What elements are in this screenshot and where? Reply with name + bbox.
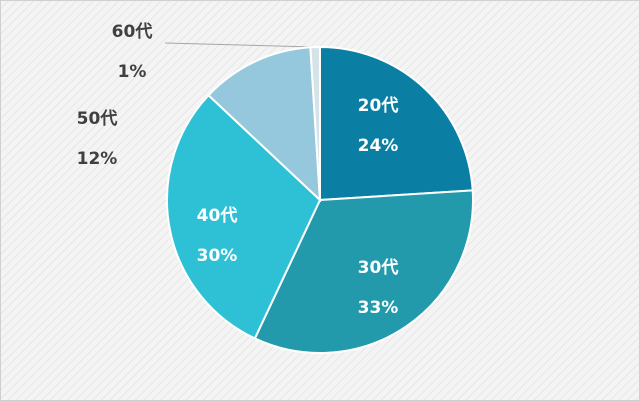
value-label: 24% (358, 136, 399, 156)
pie-slice (319, 45, 474, 202)
value-label: 33% (358, 298, 399, 318)
pie-slice (166, 93, 322, 340)
leader-line (164, 42, 315, 48)
pie-slice (309, 45, 321, 201)
category-label: 50代 (77, 108, 118, 129)
category-label: 40代 (197, 205, 238, 226)
value-label: 30% (197, 246, 238, 266)
pie-slice (207, 46, 322, 203)
category-label: 60代 (112, 21, 153, 42)
value-label: 1% (118, 62, 147, 82)
pie-slice (253, 189, 474, 354)
category-label: 30代 (358, 257, 399, 278)
category-label: 20代 (358, 95, 399, 116)
value-label: 12% (77, 149, 118, 169)
